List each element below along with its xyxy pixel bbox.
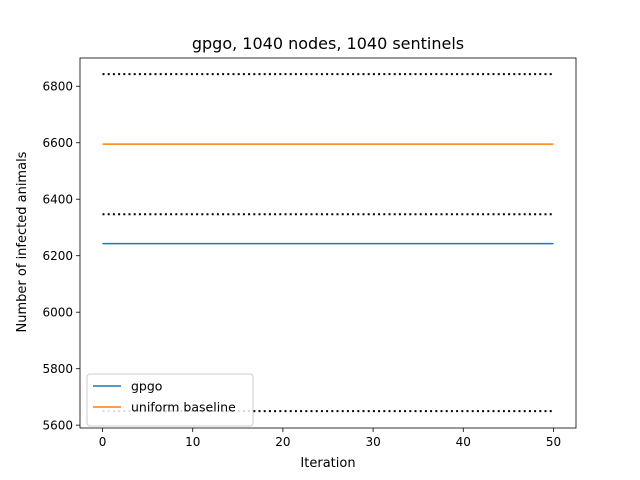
y-tick-label: 6600	[42, 136, 73, 150]
chart-title: gpgo, 1040 nodes, 1040 sentinels	[192, 34, 464, 53]
legend-label-gpgo: gpgo	[131, 379, 162, 394]
legend-box	[86, 373, 254, 427]
x-tick-label: 0	[99, 435, 107, 449]
x-tick-label: 20	[275, 435, 290, 449]
y-axis-label: Number of infected animals	[15, 151, 30, 332]
plot-area: 0 10 20 30 40 50 5600 5800 6000 6200 6400 6600 6800 g…	[42, 57, 577, 449]
x-tick-label: 40	[456, 435, 471, 449]
x-axis-label: Iteration	[300, 456, 355, 471]
y-tick-label: 6800	[42, 80, 73, 94]
y-tick-label: 5600	[42, 419, 73, 433]
x-tick-label: 50	[546, 435, 561, 449]
y-tick-label: 6400	[42, 193, 73, 207]
plot-frame	[79, 57, 577, 429]
legend-label-uniform-baseline: uniform baseline	[131, 400, 236, 415]
y-tick-label: 6200	[42, 249, 73, 263]
y-tick-label: 5800	[42, 362, 73, 376]
x-tick-label: 30	[365, 435, 380, 449]
x-tick-label: 10	[185, 435, 200, 449]
y-tick-label: 6000	[42, 306, 73, 320]
